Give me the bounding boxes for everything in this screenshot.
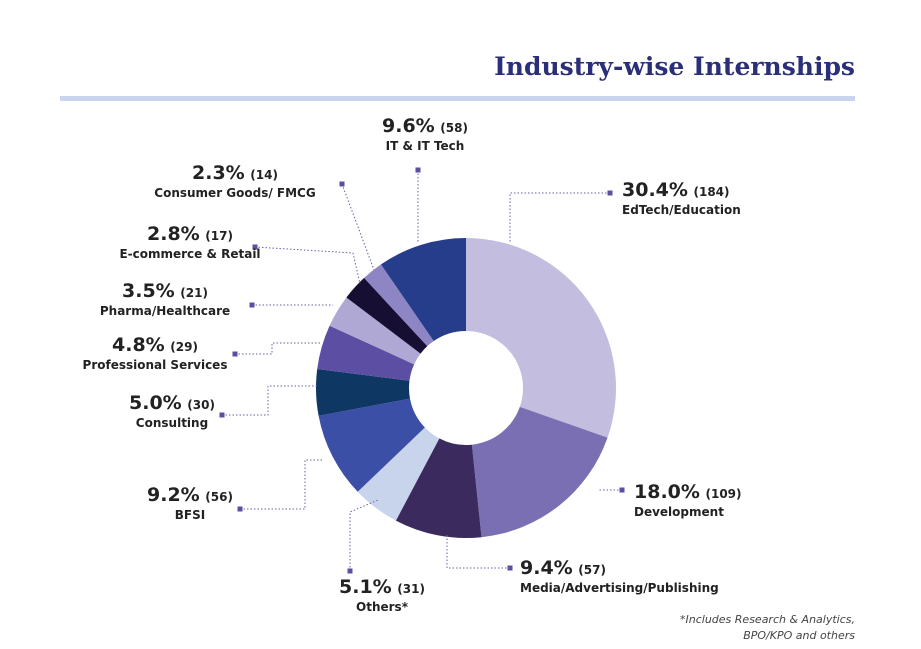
leader-marker [339, 181, 345, 187]
data-label: 2.8% (17) E-commerce & Retail [119, 223, 261, 262]
category-label: BFSI [174, 507, 206, 522]
data-label: 5.0% (30) Consulting [129, 392, 215, 431]
leader-marker [415, 167, 421, 173]
leader-marker [607, 190, 613, 196]
data-label: 9.4% (57) Media/Advertising/Publishing [520, 557, 719, 596]
percent-label: 3.5% [122, 280, 175, 302]
donut-slice [380, 238, 466, 342]
leader-marker [232, 351, 238, 357]
category-label: E-commerce & Retail [119, 246, 261, 261]
category-label: Consumer Goods/ FMCG [154, 185, 316, 200]
leader-line [240, 459, 322, 510]
leader-line [509, 192, 610, 242]
percent-label: 30.4% [622, 179, 688, 201]
percent-label: 4.8% [112, 334, 165, 356]
count-label: (56) [205, 490, 233, 504]
donut-slice [317, 325, 415, 381]
leader-line [446, 535, 510, 569]
count-label: (30) [187, 398, 215, 412]
data-label: 2.3% (14) Consumer Goods/ FMCG [154, 162, 316, 201]
chart-title: Industry-wise Internships [494, 52, 855, 81]
percent-label: 18.0% [634, 481, 700, 503]
donut-slice [357, 427, 440, 521]
data-label: 3.5% (21) Pharma/Healthcare [99, 280, 231, 319]
leader-line [349, 499, 379, 571]
count-label: (21) [180, 286, 208, 300]
count-label: (58) [440, 121, 468, 135]
count-label: (29) [170, 340, 198, 354]
category-label: Professional Services [82, 357, 228, 372]
category-label: Media/Advertising/Publishing [520, 580, 719, 595]
data-label: 5.1% (31) Others* [339, 576, 425, 615]
percent-label: 9.4% [520, 557, 573, 579]
leader-marker [347, 568, 353, 574]
percent-label: 9.6% [382, 115, 435, 137]
data-label: 4.8% (29) Professional Services [82, 334, 228, 373]
category-label: IT & IT Tech [385, 138, 465, 153]
percent-label: 2.3% [192, 162, 245, 184]
category-label: Others* [356, 599, 408, 614]
donut-slice [471, 406, 608, 538]
leader-marker [237, 506, 243, 512]
category-label: Development [634, 504, 724, 519]
footnote: *Includes Research & Analytics, BPO/KPO … [680, 613, 855, 642]
category-label: Consulting [135, 415, 209, 430]
data-label: 9.2% (56) BFSI [147, 484, 233, 523]
leader-line [235, 342, 322, 355]
leader-marker [252, 244, 258, 250]
count-label: (57) [578, 563, 606, 577]
count-label: (17) [205, 229, 233, 243]
percent-label: 9.2% [147, 484, 200, 506]
data-label: 9.6% (58) IT & IT Tech [382, 115, 468, 154]
data-label: 30.4% (184) EdTech/Education [622, 179, 741, 218]
donut-slice [395, 438, 482, 538]
leader-marker [249, 302, 255, 308]
donut-slice [346, 277, 428, 354]
data-label: 18.0% (109) Development [634, 481, 742, 520]
category-label: EdTech/Education [622, 202, 741, 217]
percent-label: 5.0% [129, 392, 182, 414]
category-label: Pharma/Healthcare [99, 303, 231, 318]
count-label: (109) [705, 487, 742, 501]
donut-slice [364, 264, 434, 347]
leader-line [254, 246, 361, 285]
donut-slice [316, 368, 410, 416]
leader-marker [619, 487, 625, 493]
leader-line [341, 183, 375, 271]
percent-label: 2.8% [147, 223, 200, 245]
donut-slice [318, 398, 425, 492]
donut-slice [329, 297, 421, 365]
title-rule [60, 96, 855, 101]
count-label: (184) [693, 185, 730, 199]
percent-label: 5.1% [339, 576, 392, 598]
leader-marker [507, 565, 513, 571]
count-label: (14) [250, 168, 278, 182]
leader-marker [219, 412, 225, 418]
donut-slice [466, 238, 616, 438]
count-label: (31) [397, 582, 425, 596]
leader-line [222, 385, 318, 416]
